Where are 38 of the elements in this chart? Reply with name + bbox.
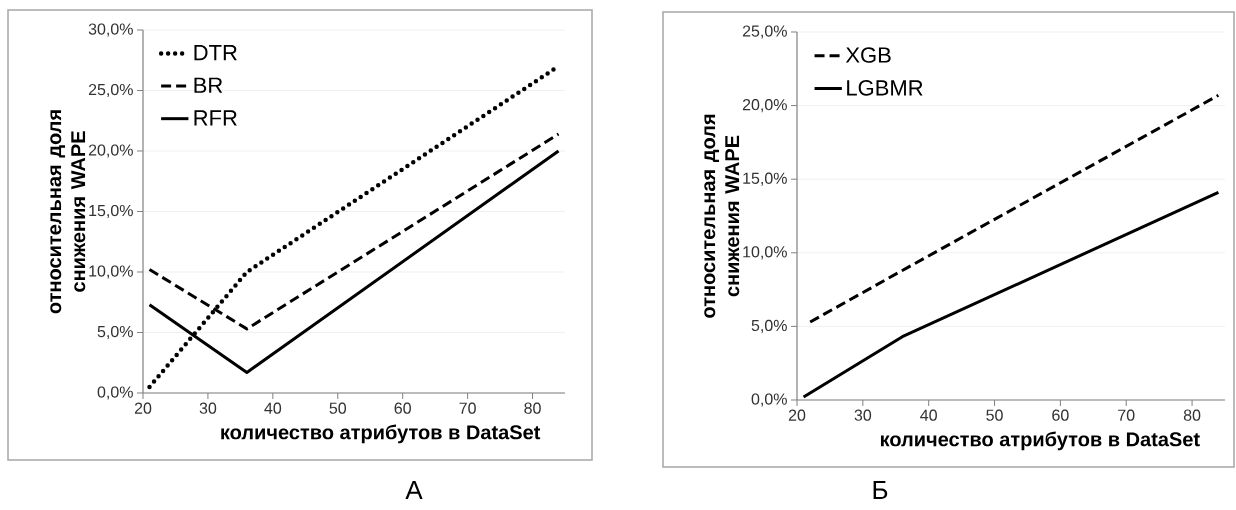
x-tick-label: 60 xyxy=(1052,409,1069,421)
y-tick-label: 10,0% xyxy=(89,265,133,279)
y-axis-title: относительная доля снижения WAPE xyxy=(50,110,86,314)
x-tick-label: 70 xyxy=(459,402,476,414)
legend-label: BR xyxy=(194,77,223,93)
x-tick-label: 50 xyxy=(986,409,1003,421)
y-tick-label: 25,0% xyxy=(742,25,787,39)
x-tick-label: 30 xyxy=(854,409,872,421)
y-tick-label: 15,0% xyxy=(743,172,787,186)
y-tick-label: 0,0% xyxy=(751,393,787,407)
x-tick-label: 70 xyxy=(1118,409,1135,421)
y-tick-label: 20,0% xyxy=(88,144,133,158)
text: Б xyxy=(873,481,888,499)
y-tick-label: 5,0% xyxy=(751,319,787,333)
y-tick-label: 30,0% xyxy=(88,23,133,37)
text: А xyxy=(405,481,423,499)
x-tick-label: 80 xyxy=(1183,409,1201,421)
legend-label: RFR xyxy=(194,110,237,126)
y-tick-label: 15,0% xyxy=(89,204,133,219)
legend-label: XGB xyxy=(845,47,891,63)
x-tick-label: 40 xyxy=(264,402,282,414)
x-tick-label: 80 xyxy=(524,402,541,414)
y-tick-label: 10,0% xyxy=(743,246,787,260)
y-tick-label: 5,0% xyxy=(97,325,133,340)
y-tick-label: 0,0% xyxy=(97,386,133,400)
y-axis-title: относительная доля снижения WAPE xyxy=(704,114,740,318)
x-tick-label: 20 xyxy=(134,402,152,414)
x-axis-title: количество атрибутов в DataSet xyxy=(221,424,541,444)
x-tick-label: 60 xyxy=(394,402,411,414)
x-tick-label: 40 xyxy=(920,409,937,421)
legend-label: LGBMR xyxy=(847,80,923,96)
legend-label: DTR xyxy=(194,45,237,61)
y-tick-label: 25,0% xyxy=(88,83,133,98)
x-tick-label: 50 xyxy=(329,402,347,414)
y-tick-label: 20,0% xyxy=(742,98,787,113)
x-axis-title: количество атрибутов в DataSet xyxy=(880,431,1200,451)
x-tick-label: 30 xyxy=(199,402,217,414)
x-tick-label: 20 xyxy=(788,409,806,421)
